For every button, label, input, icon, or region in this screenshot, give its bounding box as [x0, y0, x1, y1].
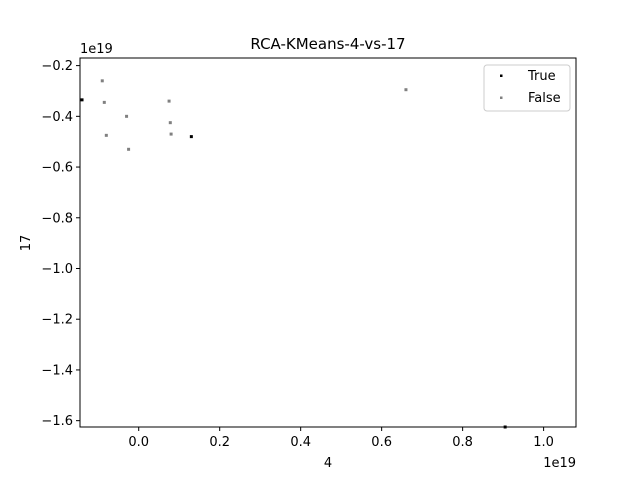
y-tick-label: −1.2: [41, 313, 73, 328]
point-false-7: [169, 132, 173, 136]
plot-frame: [79, 57, 577, 428]
y-tick-label: −0.2: [41, 59, 73, 74]
plot-background: [80, 58, 576, 427]
point-false-6: [168, 121, 172, 125]
x-tick-label: 1.0: [533, 435, 554, 450]
legend-label-true: True: [527, 69, 556, 84]
point-false-1: [102, 100, 106, 104]
legend-marker-false: [500, 96, 503, 99]
point-false-5: [167, 99, 171, 103]
point-false-2: [104, 133, 108, 137]
y-offset-label: 1e19: [80, 42, 113, 57]
point-false-0: [100, 79, 104, 83]
y-axis-ticks: −0.2 −0.4 −0.6 −0.8 −1.0 −1.2 −1.4 −1.6: [41, 59, 80, 429]
point-true-1: [189, 135, 193, 139]
point-false-3: [125, 114, 129, 118]
y-tick-label: −1.6: [41, 414, 73, 429]
y-tick-label: −0.8: [41, 211, 73, 226]
y-tick-label: −0.4: [41, 110, 73, 125]
x-offset-label: 1e19: [543, 456, 576, 471]
y-tick-label: −1.4: [41, 363, 73, 378]
point-false-4: [127, 147, 131, 151]
point-false-8: [404, 88, 408, 92]
x-axis-label: 4: [324, 456, 332, 471]
point-true-0: [80, 98, 84, 102]
legend: True False: [483, 64, 571, 112]
y-tick-label: −1.0: [41, 262, 73, 277]
legend-marker-true: [500, 74, 503, 77]
x-tick-label: 0.2: [209, 435, 230, 450]
y-axis-label: 17: [19, 235, 34, 252]
legend-box: [483, 64, 571, 112]
x-tick-label: 0.0: [128, 435, 149, 450]
y-tick-label: −0.6: [41, 161, 73, 176]
x-axis-ticks: 0.0 0.2 0.4 0.6 0.8 1.0: [128, 427, 554, 450]
chart-title: RCA-KMeans-4-vs-17: [250, 35, 405, 53]
x-tick-label: 0.6: [371, 435, 392, 450]
x-tick-label: 0.8: [452, 435, 473, 450]
legend-label-false: False: [528, 91, 561, 106]
x-tick-label: 0.4: [290, 435, 311, 450]
